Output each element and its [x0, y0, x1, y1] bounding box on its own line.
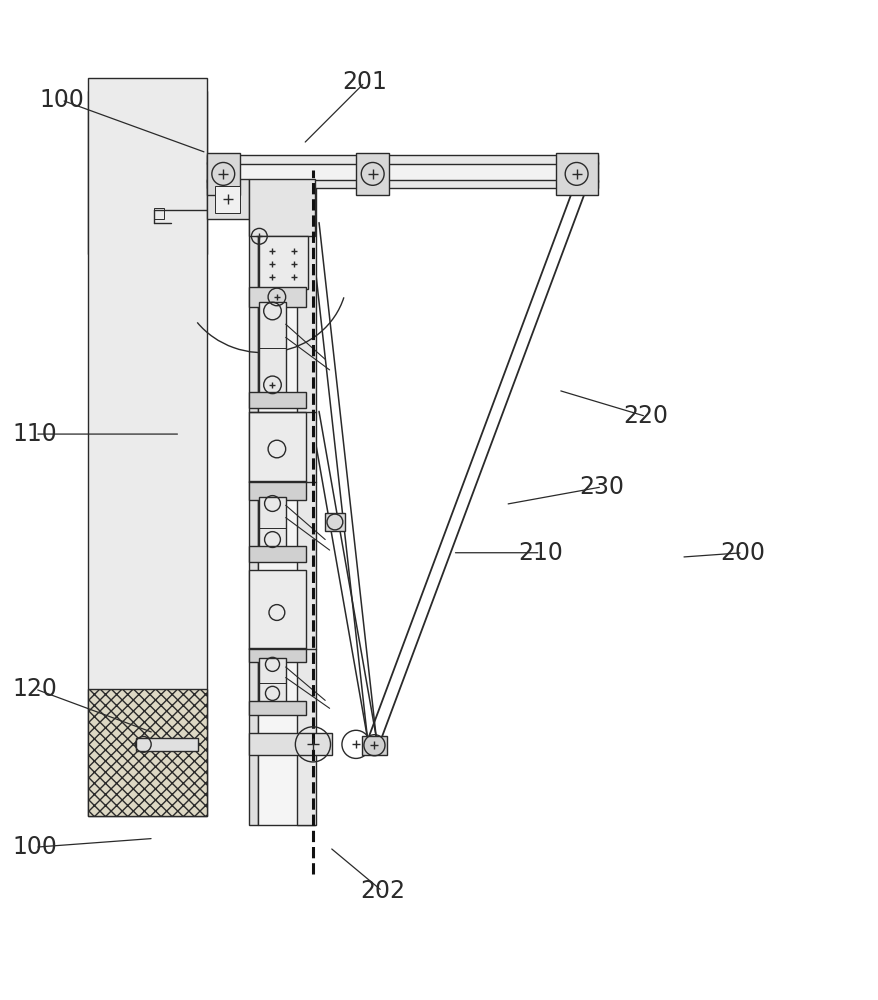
Bar — [325, 513, 344, 531]
Text: 220: 220 — [623, 404, 668, 428]
Bar — [206, 180, 597, 188]
Text: 202: 202 — [359, 879, 405, 903]
Bar — [259, 658, 285, 702]
Bar — [248, 481, 306, 500]
Bar — [356, 153, 389, 195]
Bar — [136, 738, 198, 751]
Text: 200: 200 — [719, 541, 765, 565]
Bar — [88, 78, 206, 816]
Bar — [248, 570, 306, 649]
Polygon shape — [88, 689, 206, 816]
Bar — [362, 736, 386, 755]
Bar — [206, 179, 248, 219]
Bar — [248, 184, 257, 825]
Bar — [248, 648, 306, 662]
Bar — [259, 236, 307, 289]
Bar — [259, 497, 285, 548]
Text: 110: 110 — [13, 422, 57, 446]
Bar — [248, 287, 306, 307]
Text: 100: 100 — [12, 835, 58, 859]
Bar — [259, 302, 285, 395]
Bar — [215, 186, 240, 213]
Bar — [248, 412, 306, 482]
Bar — [206, 162, 597, 182]
Bar — [257, 184, 314, 825]
Text: 230: 230 — [579, 475, 624, 499]
Bar — [248, 546, 306, 562]
Bar — [248, 701, 306, 715]
Bar — [248, 179, 314, 236]
Bar — [154, 208, 164, 219]
Bar — [297, 184, 316, 825]
Polygon shape — [88, 91, 206, 254]
Bar — [555, 153, 597, 195]
Bar — [248, 392, 306, 408]
Text: 120: 120 — [12, 677, 58, 701]
Bar — [206, 153, 240, 195]
Text: 210: 210 — [517, 541, 563, 565]
Bar — [248, 733, 332, 755]
Text: 201: 201 — [342, 70, 387, 94]
Bar — [206, 155, 597, 164]
Text: 100: 100 — [39, 88, 84, 112]
